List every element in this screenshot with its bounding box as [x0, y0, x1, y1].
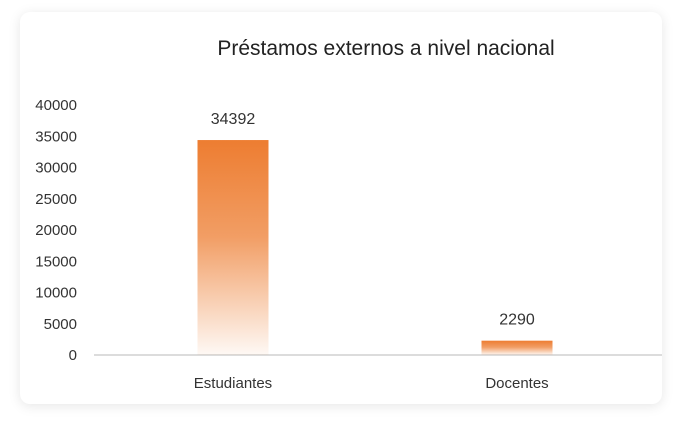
y-tick-label: 30000 — [35, 160, 77, 177]
y-tick-label: 10000 — [35, 285, 77, 302]
y-axis: 0 5000 10000 15000 20000 25000 30000 35000 40000 — [35, 97, 77, 364]
y-tick-label: 0 — [69, 347, 77, 364]
data-label-docentes: 2290 — [499, 312, 535, 329]
bar-estudiantes — [197, 140, 269, 355]
bar-docentes — [481, 340, 553, 355]
chart-card — [20, 12, 662, 404]
y-tick-label: 20000 — [35, 222, 77, 239]
y-tick-label: 15000 — [35, 253, 77, 270]
y-tick-label: 35000 — [35, 128, 77, 145]
x-axis: Estudiantes Docentes — [194, 375, 549, 392]
y-tick-label: 5000 — [44, 316, 77, 333]
x-tick-label-estudiantes: Estudiantes — [194, 375, 272, 392]
x-tick-label-docentes: Docentes — [485, 375, 548, 392]
y-tick-label: 25000 — [35, 191, 77, 208]
y-tick-label: 40000 — [35, 97, 77, 114]
data-label-estudiantes: 34392 — [211, 111, 256, 128]
bars: 34392 2290 — [197, 111, 553, 355]
chart-title: Préstamos externos a nivel nacional — [217, 37, 554, 60]
